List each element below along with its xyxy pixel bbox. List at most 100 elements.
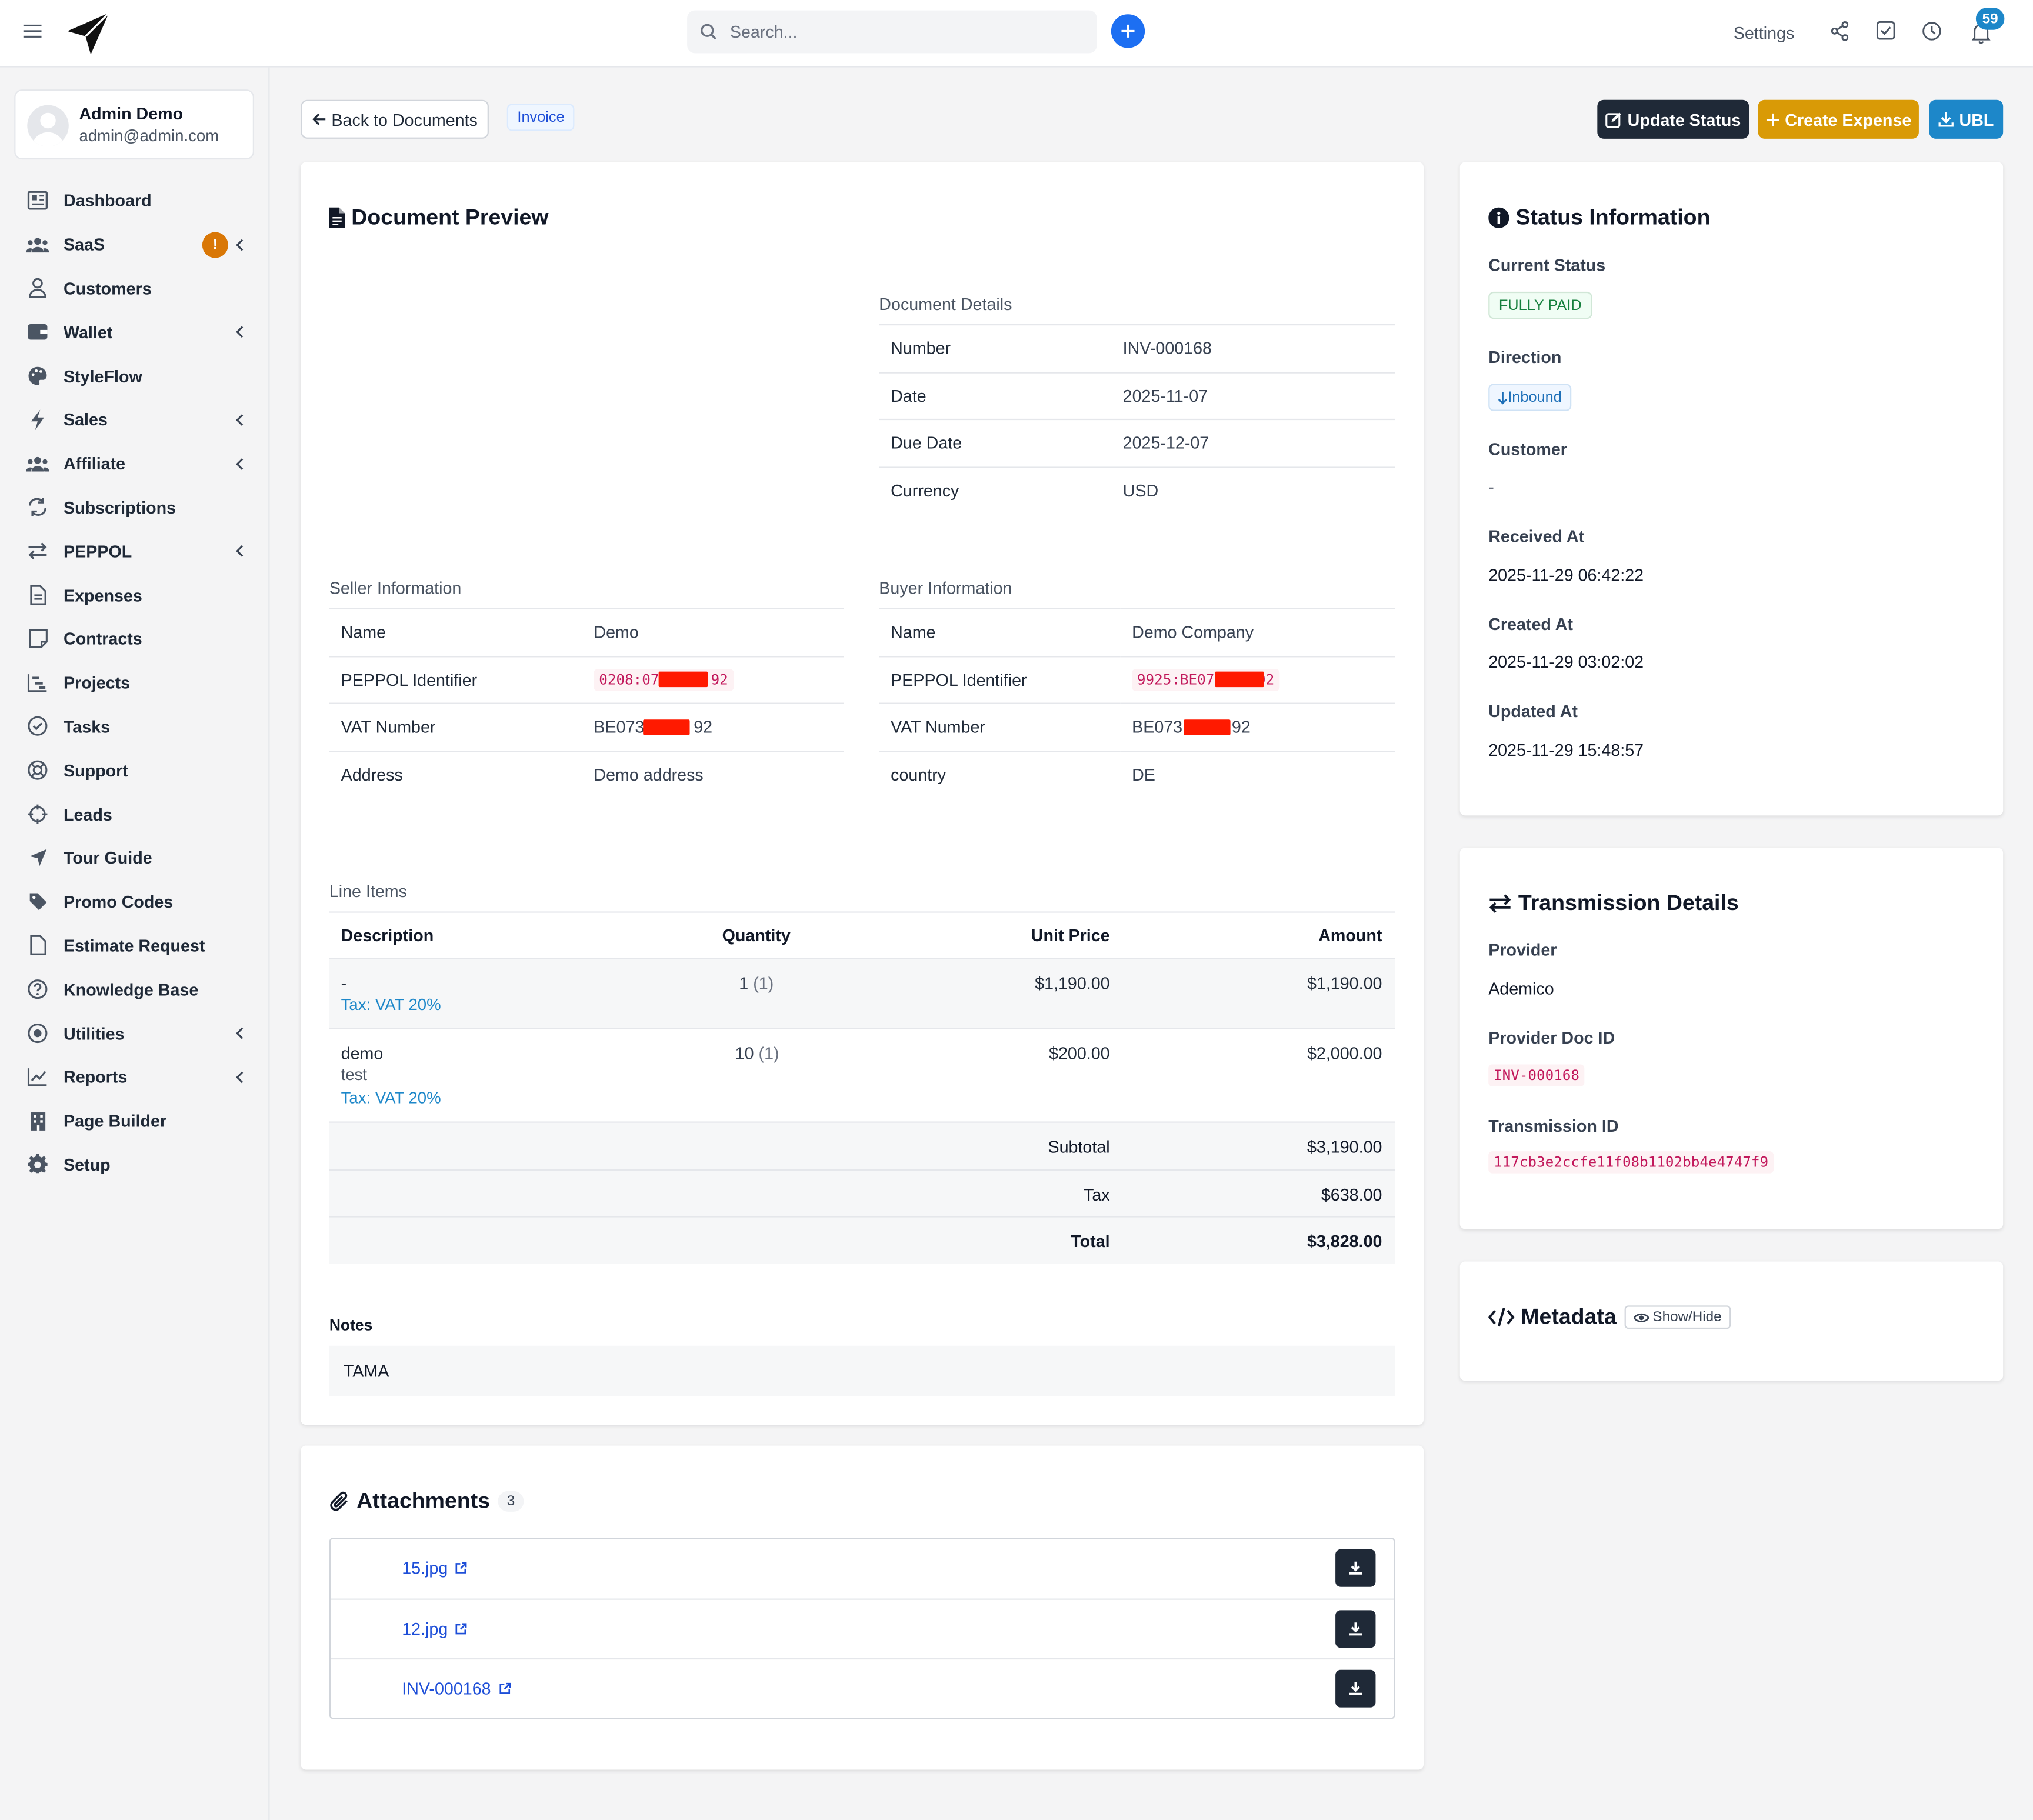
sidebar-item-customers[interactable]: Customers — [0, 266, 269, 310]
sidebar-item-affiliate[interactable]: Affiliate — [0, 442, 269, 485]
search-bar[interactable] — [687, 10, 1097, 54]
document-details-label: Document Details — [879, 294, 1012, 314]
title-text: Attachments — [356, 1488, 491, 1514]
exchange-icon — [1488, 894, 1518, 914]
sidebar-item-promo-codes[interactable]: Promo Codes — [0, 880, 269, 924]
create-expense-button[interactable]: Create Expense — [1758, 99, 1919, 139]
sidebar-item-label: Reports — [63, 1067, 128, 1087]
sidebar-item-estimate-request[interactable]: Estimate Request — [0, 924, 269, 967]
buyer-info-label: Buyer Information — [879, 578, 1012, 598]
sidebar-item-subscriptions[interactable]: Subscriptions — [0, 486, 269, 529]
plus-icon — [1765, 112, 1785, 126]
column-header: Quantity — [722, 925, 791, 945]
detail-key: country — [879, 750, 1121, 798]
title-text: Metadata — [1521, 1304, 1617, 1329]
tag-icon — [26, 890, 49, 914]
sidebar-item-expenses[interactable]: Expenses — [0, 574, 269, 617]
column-header: Amount — [1318, 925, 1382, 945]
table-row: Number INV-000168 — [879, 324, 1395, 372]
sidebar-item-leads[interactable]: Leads — [0, 792, 269, 836]
search-input[interactable] — [729, 22, 1067, 42]
checkbox-icon[interactable] — [1876, 21, 1895, 40]
sidebar-item-contracts[interactable]: Contracts — [0, 617, 269, 661]
app-logo-icon[interactable] — [65, 11, 111, 57]
sidebar-item-label: Contracts — [63, 629, 142, 649]
sidebar-item-saas[interactable]: SaaS ! — [0, 223, 269, 266]
sidebar-item-label: Wallet — [63, 322, 113, 342]
sidebar-item-dashboard[interactable]: Dashboard — [0, 179, 269, 222]
sidebar-item-knowledge-base[interactable]: Knowledge Base — [0, 968, 269, 1011]
buyer-peppol-id: 9925:BE07 92 — [1132, 668, 1280, 691]
status-info-card — [1459, 162, 2004, 816]
title-text: Status Information — [1515, 205, 1711, 230]
table-row: Due Date 2025-12-07 — [879, 418, 1395, 467]
tax-value: $638.00 — [1321, 1185, 1382, 1205]
sidebar-item-sales[interactable]: Sales — [0, 398, 269, 442]
user-email: admin@admin.com — [79, 126, 219, 145]
table-row: PEPPOL Identifier 0208:07 92 — [329, 655, 844, 704]
detail-value: DE — [1120, 750, 1395, 798]
sidebar-item-utilities[interactable]: Utilities — [0, 1011, 269, 1055]
direction-badge: Inbound — [1488, 384, 1571, 411]
item-description: demo — [341, 1044, 384, 1064]
back-label: Back to Documents — [331, 109, 478, 129]
sidebar-item-reports[interactable]: Reports — [0, 1055, 269, 1099]
attachment-list: 15.jpg 12.jpg INV-000168 — [329, 1537, 1395, 1719]
sidebar-item-projects[interactable]: Projects — [0, 661, 269, 705]
sidebar-item-wallet[interactable]: Wallet — [0, 311, 269, 354]
detail-key: Due Date — [879, 418, 1111, 467]
download-attachment-button[interactable] — [1335, 1669, 1376, 1708]
clock-icon[interactable] — [1921, 21, 1942, 41]
metadata-toggle-button[interactable]: Show/Hide — [1624, 1305, 1731, 1329]
peppol-prefix: 9925:BE07 — [1137, 671, 1215, 688]
chevron-left-icon — [236, 458, 244, 471]
ubl-download-button[interactable]: UBL — [1929, 99, 2004, 139]
settings-link[interactable]: Settings — [1733, 23, 1795, 43]
total-label: Total — [1071, 1231, 1110, 1251]
sidebar-item-label: Sales — [63, 410, 108, 430]
back-to-documents-button[interactable]: Back to Documents — [301, 99, 489, 139]
sidebar-item-label: Subscriptions — [63, 498, 176, 518]
attachment-link[interactable]: 12.jpg — [402, 1619, 468, 1639]
file-icon — [26, 584, 49, 607]
attachment-link[interactable]: 15.jpg — [402, 1558, 468, 1578]
user-card[interactable]: Admin Demo admin@admin.com — [14, 89, 254, 160]
provider-doc-id-value: INV-000168 — [1488, 1064, 1585, 1086]
attachment-link[interactable]: INV-000168 — [402, 1679, 511, 1698]
updated-at-label: Updated At — [1488, 701, 1578, 721]
hamburger-menu-icon[interactable] — [23, 24, 42, 39]
column-header: Unit Price — [1031, 925, 1110, 945]
sidebar-item-styleflow[interactable]: StyleFlow — [0, 354, 269, 398]
document-details-table: Number INV-000168 Date 2025-11-07 Due Date… — [879, 324, 1395, 514]
sidebar-item-support[interactable]: Support — [0, 749, 269, 792]
table-row: Name Demo Company — [879, 608, 1395, 656]
eye-icon — [1633, 1311, 1652, 1323]
tax-label: Tax — [1084, 1185, 1110, 1205]
detail-key: Currency — [879, 466, 1111, 514]
sidebar-item-page-builder[interactable]: Page Builder — [0, 1099, 269, 1142]
sidebar-item-label: Tour Guide — [63, 848, 152, 868]
search-icon — [700, 24, 717, 41]
quick-add-button[interactable] — [1111, 14, 1145, 48]
sidebar-item-label: Page Builder — [63, 1111, 167, 1131]
provider-value: Ademico — [1488, 979, 1554, 999]
sidebar-item-tour-guide[interactable]: Tour Guide — [0, 836, 269, 879]
file-text-icon — [329, 207, 351, 228]
updated-at-value: 2025-11-29 15:48:57 — [1488, 740, 1644, 760]
sidebar-item-label: Utilities — [63, 1024, 125, 1044]
share-icon[interactable] — [1829, 21, 1850, 41]
sidebar-item-setup[interactable]: Setup — [0, 1143, 269, 1186]
sidebar-item-tasks[interactable]: Tasks — [0, 705, 269, 748]
sidebar-item-label: Customers — [63, 278, 152, 298]
download-attachment-button[interactable] — [1335, 1549, 1376, 1587]
download-attachment-button[interactable] — [1335, 1610, 1376, 1648]
sidebar-item-peppol[interactable]: PEPPOL — [0, 529, 269, 573]
created-at-label: Created At — [1488, 614, 1574, 634]
chart-gantt-icon — [26, 671, 49, 695]
detail-value: Demo — [582, 608, 844, 656]
peppol-suffix: 92 — [711, 671, 728, 688]
update-status-button[interactable]: Update Status — [1597, 99, 1749, 139]
attachments-title: Attachments 3 — [329, 1488, 524, 1514]
notification-badge: 59 — [1975, 8, 2005, 30]
external-link-icon — [448, 1562, 468, 1574]
